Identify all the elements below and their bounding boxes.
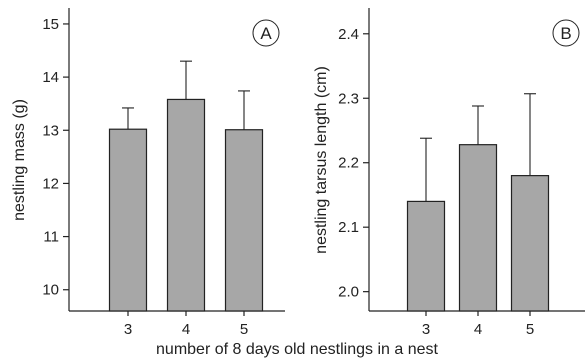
panel-a-y-tick-label: 15: [42, 16, 59, 33]
panel-b-tarsus-chart: nestling tarsus length (cm) 2.0 2.1 2.2 2.3…: [313, 8, 585, 338]
panel-b-bar-3: [408, 201, 445, 311]
panel-b-y-tick-label: 2.3: [338, 90, 359, 107]
panel-a-y-tick-label: 12: [42, 175, 59, 192]
x-axis-label: number of 8 days old nestlings in a nest: [156, 341, 439, 358]
panel-a-mass-chart: nestling mass (g) 10 11 12 13 14 15 3 4 5 A: [11, 8, 285, 338]
panel-a-letter-badge: A: [253, 20, 279, 46]
panel-a-bar-4: [168, 99, 205, 311]
panel-b-y-tick-label: 2.2: [338, 155, 359, 172]
panel-a-letter: A: [260, 24, 272, 43]
panel-a-y-axis-label: nestling mass (g): [11, 99, 28, 221]
panel-a-bar-5: [226, 130, 263, 311]
panel-a-y-tick-label: 14: [42, 69, 59, 86]
panel-b-y-tick-label: 2.1: [338, 219, 359, 236]
panel-b-letter-badge: B: [553, 20, 579, 46]
panel-a-x-tick-label: 3: [124, 321, 132, 338]
panel-a-x-tick-label: 4: [182, 321, 190, 338]
panel-a-y-tick-label: 11: [43, 229, 59, 246]
panel-a-bar-3: [110, 129, 147, 311]
panel-b-x-tick-label: 4: [474, 321, 482, 338]
panel-b-bar-4: [460, 145, 497, 311]
panel-a-y-tick-label: 10: [42, 282, 59, 299]
panel-b-bar-5: [512, 176, 549, 311]
panel-a-y-tick-label: 13: [42, 122, 59, 139]
panel-b-y-tick-label: 2.0: [338, 284, 359, 301]
panel-b-y-axis-label: nestling tarsus length (cm): [313, 66, 330, 254]
panel-b-x-tick-label: 5: [526, 321, 534, 338]
panel-b-y-tick-label: 2.4: [338, 26, 359, 43]
panel-b-letter: B: [560, 24, 571, 43]
panel-b-x-tick-label: 3: [422, 321, 430, 338]
panel-a-x-tick-label: 5: [240, 321, 248, 338]
